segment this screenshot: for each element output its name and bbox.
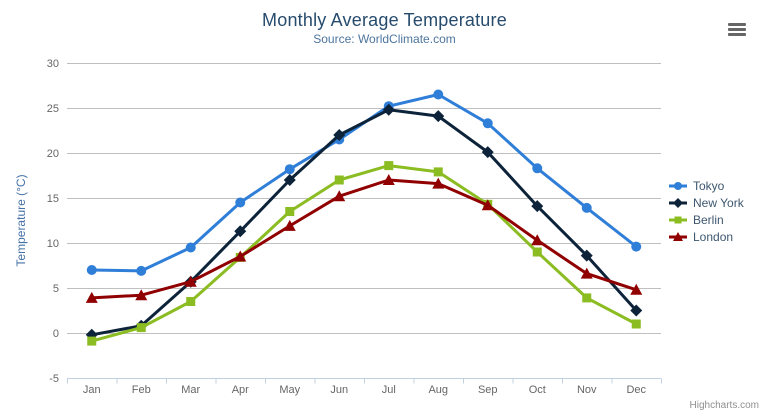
legend-label: London — [693, 229, 734, 244]
svg-text:Oct: Oct — [529, 384, 546, 396]
series-london[interactable] — [85, 174, 643, 303]
svg-text:Jan: Jan — [83, 384, 101, 396]
svg-text:Sep: Sep — [478, 384, 498, 396]
svg-text:10: 10 — [47, 238, 59, 250]
svg-text:15: 15 — [47, 193, 59, 205]
svg-text:20: 20 — [47, 148, 59, 160]
legend: Tokyo New York Berlin London — [668, 177, 744, 245]
legend-label: New York — [693, 195, 744, 210]
svg-text:Apr: Apr — [232, 384, 249, 396]
berlin-marker-icon — [669, 216, 687, 223]
svg-text:May: May — [279, 384, 300, 396]
london-marker-icon — [669, 231, 687, 241]
svg-text:Jul: Jul — [382, 384, 396, 396]
tokyo-marker-icon — [669, 181, 687, 190]
svg-text:Jun: Jun — [330, 384, 348, 396]
svg-text:Mar: Mar — [181, 384, 200, 396]
svg-text:25: 25 — [47, 103, 59, 115]
legend-item-tokyo[interactable]: Tokyo — [668, 177, 744, 194]
y-axis-title: Temperature (°C) — [14, 174, 28, 266]
svg-text:Feb: Feb — [132, 384, 151, 396]
svg-text:Aug: Aug — [428, 384, 448, 396]
svg-text:0: 0 — [53, 328, 59, 340]
chart-title: Monthly Average Temperature — [262, 10, 507, 30]
gridlines — [67, 63, 661, 334]
svg-text:Nov: Nov — [577, 384, 597, 396]
legend-item-new-york[interactable]: New York — [668, 194, 744, 211]
series-tokyo[interactable] — [86, 89, 642, 276]
series-new-york[interactable] — [85, 103, 643, 341]
svg-text:5: 5 — [53, 283, 59, 295]
chart-subtitle: Source: WorldClimate.com — [313, 32, 456, 46]
legend-item-london[interactable]: London — [668, 228, 744, 245]
svg-text:30: 30 — [47, 58, 59, 70]
export-menu-button[interactable] — [726, 19, 750, 39]
x-axis-ticks — [67, 378, 662, 384]
legend-label: Tokyo — [693, 178, 725, 193]
y-axis-labels: -5 0 5 10 15 20 25 30 — [47, 58, 59, 385]
legend-label: Berlin — [693, 212, 724, 227]
svg-text:Dec: Dec — [626, 384, 646, 396]
legend-item-berlin[interactable]: Berlin — [668, 211, 744, 228]
credit-link[interactable]: Highcharts.com — [689, 400, 759, 411]
svg-text:-5: -5 — [49, 373, 59, 385]
new-york-marker-icon — [669, 197, 687, 208]
x-axis-labels: Jan Feb Mar Apr May Jun Jul Aug Sep Oct Nov Dec — [83, 384, 647, 396]
